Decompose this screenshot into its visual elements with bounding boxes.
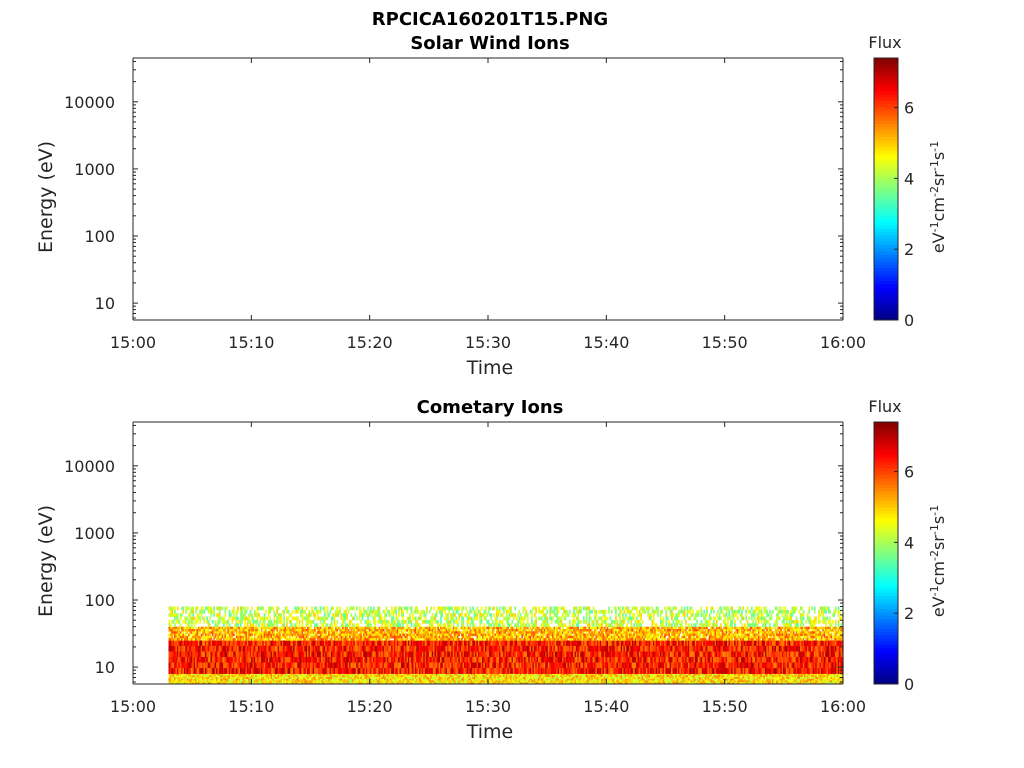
x-tick-label: 15:10 [228, 333, 274, 352]
y-tick-label: 10 [95, 294, 115, 313]
colorbar: 0 2 4 6 Flux eV-1cm-2sr-1s-1 [868, 397, 948, 694]
y-axis-label: Energy (eV) [35, 505, 57, 617]
x-axis-label: Time [466, 721, 514, 743]
x-tick-label: 15:30 [465, 333, 511, 352]
y-tick-label: 1000 [74, 524, 115, 543]
colorbar-tick-label: 4 [904, 169, 914, 188]
x-tick-label: 15:10 [228, 697, 274, 716]
colorbar-title: Flux [868, 397, 901, 416]
y-axis-label: Energy (eV) [35, 141, 57, 253]
figure-title: RPCICA160201T15.PNG [372, 9, 608, 30]
x-tick-label: 16:00 [820, 333, 866, 352]
colorbar-units: eV-1cm-2sr-1s-1 [928, 141, 948, 253]
panel-1: Solar Wind Ions 10 100 1000 10000 15:00 15:10 1… [35, 33, 948, 379]
energy-band-3 [168, 626, 844, 641]
energy-band-2 [168, 640, 844, 674]
x-tick-label: 15:00 [110, 697, 156, 716]
colorbar-tick-label: 2 [904, 604, 914, 623]
colorbar-tick-label: 6 [904, 463, 914, 482]
colorbar-tick-label: 6 [904, 99, 914, 118]
x-tick-label: 16:00 [820, 697, 866, 716]
x-tick-label: 15:20 [347, 333, 393, 352]
y-tick-label: 10000 [64, 457, 115, 476]
y-tick-label: 1000 [74, 160, 115, 179]
colorbar-tick-label: 0 [904, 311, 914, 330]
x-tick-label: 15:40 [583, 333, 629, 352]
y-tick-label: 10000 [64, 93, 115, 112]
colorbar-title: Flux [868, 33, 901, 52]
colorbar-tick-label: 4 [904, 533, 914, 552]
y-tick-label: 10 [95, 658, 115, 677]
panel-title: Solar Wind Ions [410, 33, 569, 54]
x-tick-label: 15:00 [110, 333, 156, 352]
x-tick-label: 15:20 [347, 697, 393, 716]
spectrogram-data [168, 606, 844, 685]
colorbar: 0 2 4 6 Flux eV-1cm-2sr-1s-1 [868, 33, 948, 330]
colorbar-units: eV-1cm-2sr-1s-1 [928, 505, 948, 617]
colorbar-tick-label: 0 [904, 675, 914, 694]
energy-band-1 [168, 673, 844, 685]
x-tick-label: 15:50 [702, 697, 748, 716]
panel-title: Cometary Ions [417, 397, 564, 418]
energy-band-4 [168, 606, 844, 627]
x-tick-label: 15:40 [583, 697, 629, 716]
panel-2: Cometary Ions 10 100 1000 10000 15:00 15:10 15:… [35, 397, 948, 743]
y-tick-label: 100 [84, 227, 115, 246]
x-tick-label: 15:30 [465, 697, 511, 716]
y-tick-label: 100 [84, 591, 115, 610]
x-axis-label: Time [466, 357, 514, 379]
x-tick-label: 15:50 [702, 333, 748, 352]
colorbar-tick-label: 2 [904, 240, 914, 259]
